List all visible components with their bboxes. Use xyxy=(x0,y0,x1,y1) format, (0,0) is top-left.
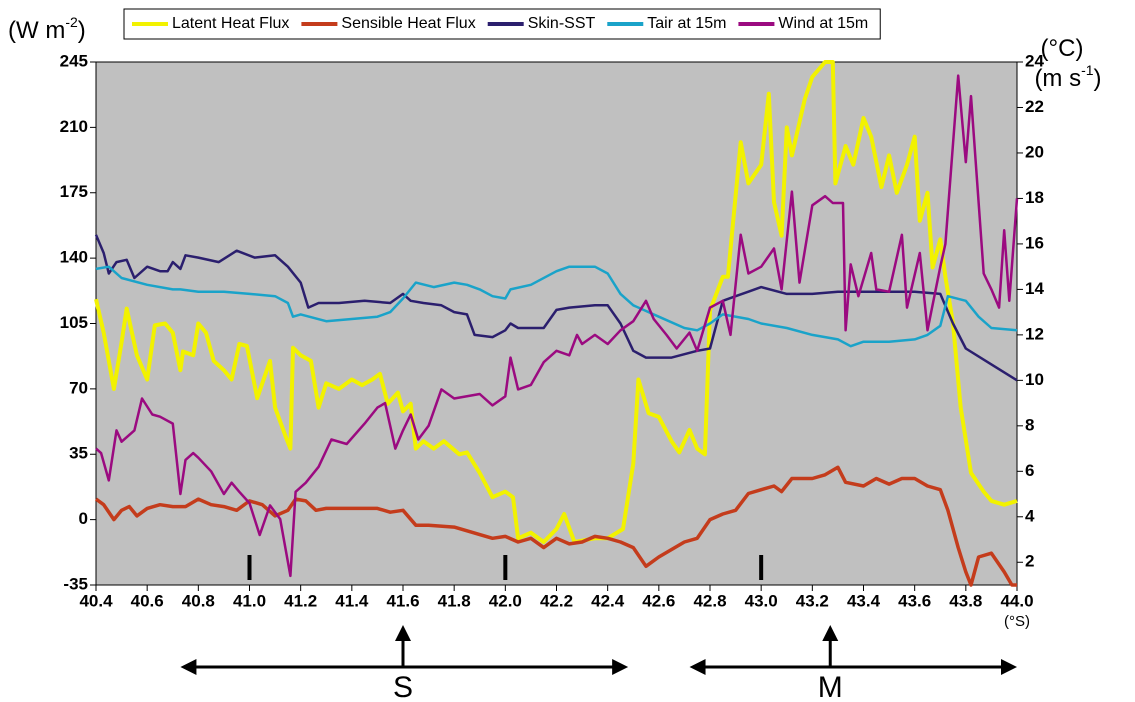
legend-label: Latent Heat Flux xyxy=(172,15,289,32)
x-tick-label: 42.6 xyxy=(642,591,675,610)
y-tick-label: 140 xyxy=(60,248,88,267)
y2-tick-label: 4 xyxy=(1025,506,1035,525)
y2-axis-label-2: (m s-1) xyxy=(1034,62,1101,93)
x-tick-label: 42.0 xyxy=(489,591,522,610)
y-tick-label: 105 xyxy=(60,313,88,332)
y2-axis-label: (°C) xyxy=(1041,35,1084,62)
x-tick-label: 40.4 xyxy=(79,591,113,610)
y-tick-label: 210 xyxy=(60,117,88,136)
y2-tick-label: 24 xyxy=(1025,51,1044,70)
annotation-label: M xyxy=(818,671,843,702)
y2-tick-label: 8 xyxy=(1025,415,1034,434)
x-tick-label: 43.2 xyxy=(796,591,829,610)
legend-label: Sensible Heat Flux xyxy=(341,15,475,32)
series-line xyxy=(94,465,1017,587)
x-tick-label: 41.8 xyxy=(438,591,471,610)
y-tick-label: 245 xyxy=(60,51,88,70)
series-line xyxy=(95,74,1019,578)
legend-label: Tair at 15m xyxy=(647,15,726,32)
arrow-head xyxy=(395,625,411,641)
x-tick-label: 41.0 xyxy=(233,591,266,610)
x-tick-label: 44.0 xyxy=(1000,591,1033,610)
x-tick-label: 40.8 xyxy=(182,591,215,610)
legend-label: Wind at 15m xyxy=(778,15,868,32)
x-tick-label: 41.4 xyxy=(335,591,369,610)
x-tick-label: 43.8 xyxy=(949,591,982,610)
x-unit: (°S) xyxy=(1004,613,1030,630)
annotation-label: S xyxy=(393,671,413,702)
y2-tick-label: 22 xyxy=(1025,97,1044,116)
y-tick-label: 35 xyxy=(69,444,88,463)
x-tick-label: 43.0 xyxy=(745,591,778,610)
arrow-head xyxy=(822,625,839,641)
x-tick-label: 42.8 xyxy=(693,591,726,610)
y2-tick-label: 12 xyxy=(1025,324,1044,343)
y2-tick-label: 6 xyxy=(1025,461,1034,480)
y2-tick-label: 2 xyxy=(1025,552,1034,571)
y2-tick-label: 14 xyxy=(1025,279,1044,298)
y-tick-label: 0 xyxy=(79,509,88,528)
y-tick-label: -35 xyxy=(63,574,88,593)
y2-tick-label: 10 xyxy=(1025,370,1044,389)
x-tick-label: 40.6 xyxy=(131,591,164,610)
y-axis-label: (W m-2) xyxy=(8,14,86,45)
legend: Latent Heat Flux Sensible Heat Flux Skin-S… xyxy=(123,8,881,40)
x-tick-label: 41.6 xyxy=(386,591,419,610)
x-tick-label: 42.2 xyxy=(540,591,573,610)
x-tick-label: 43.6 xyxy=(898,591,931,610)
legend-label: Skin-SST xyxy=(528,15,596,32)
y-tick-label: 175 xyxy=(60,182,88,201)
x-tick-label: 42.4 xyxy=(591,591,625,610)
plot-area xyxy=(95,61,1018,586)
y2-tick-label: 20 xyxy=(1025,142,1044,161)
series-line xyxy=(94,60,1018,544)
y-tick-label: 70 xyxy=(69,378,88,397)
x-tick-label: 43.4 xyxy=(847,591,881,610)
series-line xyxy=(95,265,1018,348)
y2-tick-label: 16 xyxy=(1025,233,1044,252)
x-tick-label: 41.2 xyxy=(284,591,317,610)
y2-tick-label: 18 xyxy=(1025,188,1044,207)
series-line xyxy=(94,234,1018,382)
